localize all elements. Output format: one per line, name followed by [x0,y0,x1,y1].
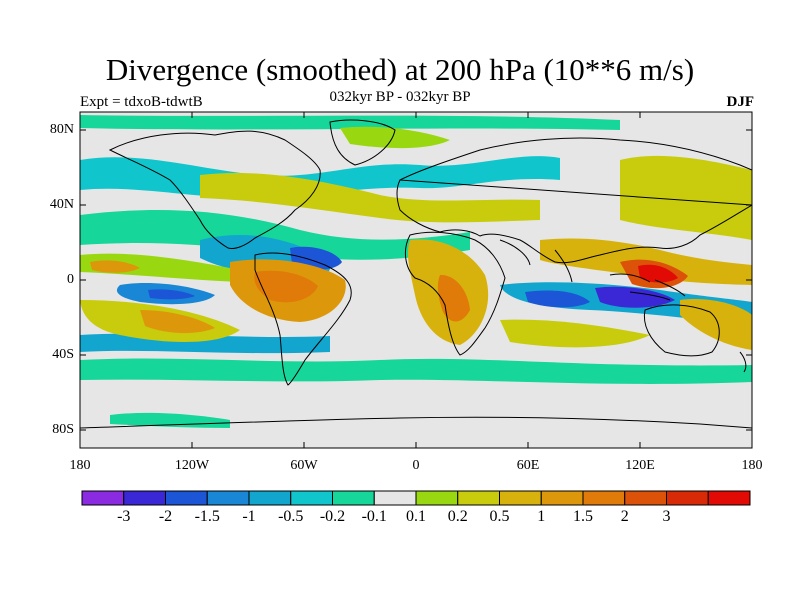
lat-tick-marks [80,129,752,431]
contour-east-asia-pos [620,155,752,240]
colorbar-swatch [582,490,626,506]
contour-band-pos-midlat [200,172,540,223]
lon-tick-label: 180 [69,458,91,473]
lon-tick-label: 180 [741,458,763,473]
lon-tick-label: 0 [412,458,420,473]
lat-tick-label: 40N [49,197,74,212]
coast-antarctica [80,416,752,429]
colorbar-swatch [666,490,709,506]
map-field [80,112,752,448]
contour-pacific-core [148,289,195,300]
contour-samerica-core [254,270,318,303]
colorbar-swatch [415,490,459,506]
contour-trop-pacific-core [90,260,140,273]
contour-maritime-core [595,286,675,308]
colorbar-swatch [165,490,208,506]
contour-arctic-neg [80,115,620,130]
colorbar-swatch [624,490,667,506]
lon-tick-label: 60W [290,458,318,473]
colorbar-swatch [290,490,333,506]
contour-spcz-core [140,310,215,334]
coast-greenland [329,119,396,166]
colorbar-swatch [332,490,375,506]
contour-band-neg-subtropic [80,210,470,260]
lon-tick-label: 120W [174,458,210,473]
lat-tick-label: 0 [67,272,74,287]
coast-australia [643,304,720,357]
experiment-label: Expt = tdxoB-tdwtB [80,94,203,110]
contour-south-indian-pos [500,319,650,348]
colorbar-swatch [81,490,125,506]
coastlines [80,119,752,429]
contour-wpac-core [638,264,678,283]
contour-greenland-pos [340,126,450,149]
contour-southern-neg [80,358,752,384]
coast-south-america [254,252,352,386]
colorbar-label: 0.1 [406,508,426,525]
coast-eurasia [396,137,752,264]
contour-australia-pos [680,299,752,350]
colorbar-label: -1.5 [194,508,220,525]
colorbar-label: 1.5 [573,508,593,525]
chart-subtitle: 032kyr BP - 032kyr BP [329,89,471,105]
lat-tick-label: 80S [52,422,74,437]
lon-tick-label: 120E [625,458,655,473]
coast-north-america [108,130,321,249]
contour-trop-pacific-pos [80,253,240,282]
coast-indonesia [609,273,686,301]
season-label: DJF [726,94,755,110]
colorbar-label: -2 [158,508,173,525]
colorbar-swatch [499,490,542,506]
colorbar-label: -0.1 [361,508,387,525]
colorbar-label: 0.5 [489,508,510,525]
coast-new-zealand [739,351,747,373]
colorbar-label: -0.5 [278,508,304,525]
colorbar-swatch [457,490,500,506]
colorbar-label: -0.2 [319,508,346,525]
colorbar-label: -1 [242,508,256,525]
chart-title: Divergence (smoothed) at 200 hPa (10**6 … [105,52,695,87]
coast-africa [404,231,506,356]
lon-tick-label: 60E [516,458,540,473]
colorbar-label: 1 [537,508,546,525]
lat-tick-label: 40S [52,347,74,362]
colorbar-label: 2 [620,508,629,525]
colorbar-swatch [206,490,250,506]
coast-arabia-india [499,239,573,283]
colorbar-swatch [248,490,292,506]
colorbar-swatch [540,490,584,506]
colorbar-label: 3 [662,508,671,525]
lat-tick-label: 80N [49,122,74,137]
colorbar-label: -3 [117,508,131,525]
colorbar-swatch [707,490,751,506]
colorbar [81,490,751,506]
lon-tick-marks [191,112,641,448]
colorbar-swatch [123,490,166,506]
colorbar-label: 0.2 [447,508,468,525]
contour-indian-core [525,290,590,308]
colorbar-swatch [373,490,417,506]
